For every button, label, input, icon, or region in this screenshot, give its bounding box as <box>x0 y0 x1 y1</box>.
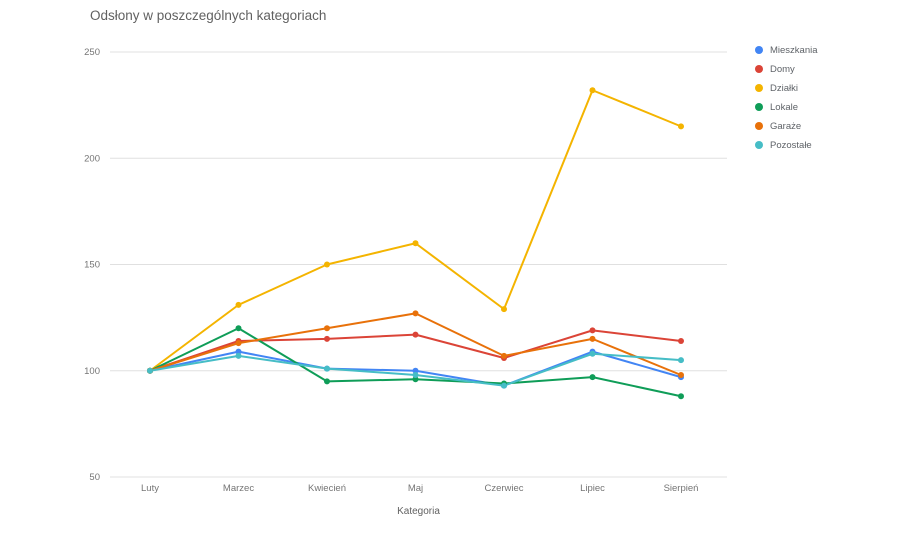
series-point-pozostałe <box>324 365 330 372</box>
series-point-lokale <box>589 374 596 381</box>
series-point-pozostałe <box>678 357 684 364</box>
legend-swatch-icon <box>755 65 763 73</box>
series-point-garaże <box>589 335 596 342</box>
series-point-domy <box>412 331 419 338</box>
legend-label: Mieszkania <box>770 44 818 56</box>
y-axis-labels: 50 100 150 200 250 <box>84 47 100 483</box>
series-point-domy <box>678 338 684 344</box>
legend-item-domy: Domy <box>755 63 818 75</box>
legend-item-działki: Działki <box>755 82 818 94</box>
series-point-działki <box>678 123 684 130</box>
x-tick-label: Kwiecień <box>308 483 346 494</box>
legend-label: Garaże <box>770 120 802 132</box>
series-point-domy <box>324 335 330 342</box>
legend-item-garaże: Garaże <box>755 120 818 132</box>
series-point-działki <box>501 306 507 313</box>
series-point-garaże <box>235 340 242 347</box>
series-point-pozostałe <box>412 372 419 378</box>
series-point-pozostałe <box>501 382 507 389</box>
legend-item-mieszkania: Mieszkania <box>755 44 818 56</box>
series-point-mieszkania <box>412 367 419 374</box>
gridlines <box>110 51 727 478</box>
y-tick-label: 150 <box>84 260 100 271</box>
legend-swatch-icon <box>755 103 763 111</box>
series-point-garaże <box>324 325 330 332</box>
series-point-działki <box>589 87 596 94</box>
legend-label: Pozostałe <box>770 139 812 151</box>
series-point-lokale <box>324 378 330 385</box>
series-point-działki <box>235 301 242 308</box>
y-tick-label: 50 <box>89 472 100 483</box>
x-tick-label: Maj <box>408 483 423 494</box>
y-tick-label: 250 <box>84 47 100 58</box>
series-points <box>147 87 684 400</box>
chart-title: Odsłony w poszczególnych kategoriach <box>90 8 327 23</box>
legend-label: Domy <box>770 63 795 75</box>
series-point-mieszkania <box>235 348 242 355</box>
x-axis-labels: Luty Marzec Kwiecień Maj Czerwiec Lipiec Sierp… <box>141 483 698 494</box>
series-point-lokale <box>412 376 419 383</box>
legend-label: Działki <box>770 82 798 94</box>
y-tick-label: 100 <box>84 366 100 377</box>
x-axis-title: Kategoria <box>397 506 440 517</box>
y-tick-label: 200 <box>84 153 100 164</box>
x-tick-label: Luty <box>141 483 159 494</box>
series-point-pozostałe <box>589 350 596 357</box>
legend-swatch-icon <box>755 46 763 54</box>
series-point-pozostałe <box>147 367 153 374</box>
series-point-pozostałe <box>235 352 242 359</box>
legend: Mieszkania Domy Działki Lokale Garaże Pozosta… <box>755 44 818 151</box>
series-line-działki <box>149 89 682 372</box>
x-tick-label: Marzec <box>223 483 254 494</box>
legend-swatch-icon <box>755 141 763 149</box>
series-point-garaże <box>501 352 507 359</box>
legend-item-pozostałe: Pozostałe <box>755 139 818 151</box>
x-tick-label: Sierpień <box>664 483 699 494</box>
legend-item-lokale: Lokale <box>755 101 818 113</box>
legend-swatch-icon <box>755 122 763 130</box>
series-point-działki <box>412 240 419 247</box>
legend-label: Lokale <box>770 101 798 113</box>
series-point-działki <box>324 261 330 268</box>
series-point-lokale <box>678 393 684 400</box>
series-point-lokale <box>235 325 242 332</box>
series-line-lokale <box>149 327 682 398</box>
legend-swatch-icon <box>755 84 763 92</box>
series-point-garaże <box>678 372 684 378</box>
series-point-domy <box>589 327 596 334</box>
x-tick-label: Lipiec <box>580 483 605 494</box>
series-point-garaże <box>412 310 419 317</box>
x-tick-label: Czerwiec <box>484 483 523 494</box>
